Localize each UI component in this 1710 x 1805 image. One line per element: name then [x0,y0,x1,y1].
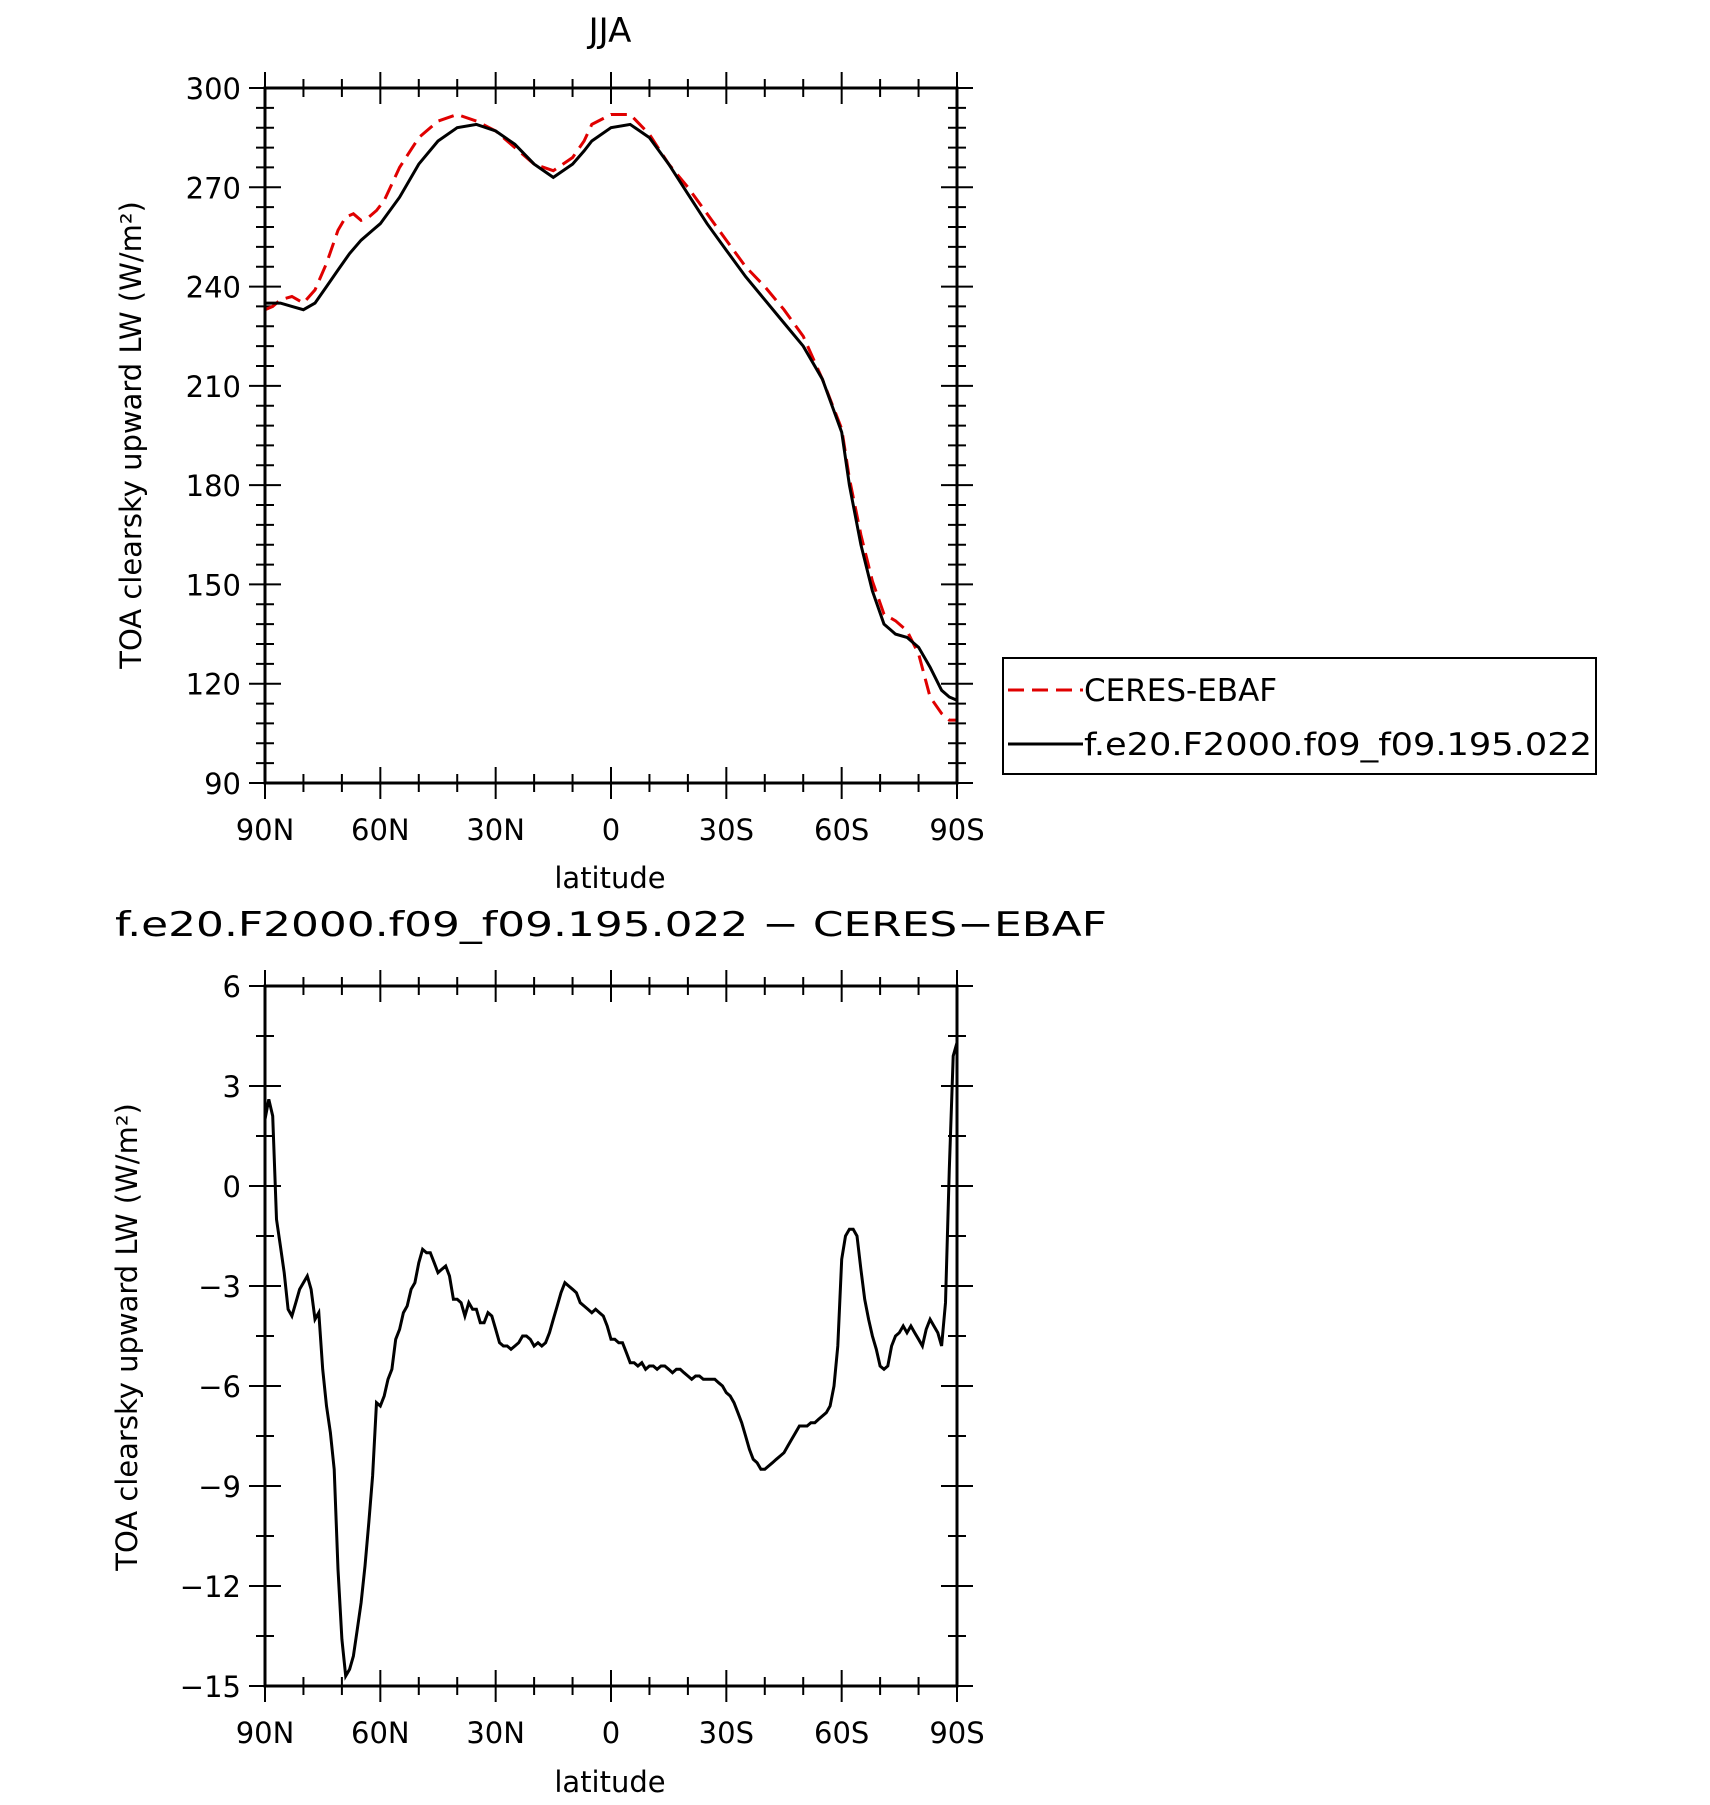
legend-box [1002,657,1597,775]
x-tick-label: 60N [351,1716,410,1750]
legend: CERES-EBAF f.e20.F2000.f09_f09.195.022 [1002,657,1597,775]
top-axes [249,72,973,799]
bottom-x-axis-label: latitude [554,1765,665,1799]
x-tick-label: 0 [602,813,620,847]
top-plot-frame [263,86,959,785]
y-tick-label: 3 [223,1070,241,1104]
bottom-tick-labels: 90N 60N 30N 0 30S 60S 90S −15 −12 −9 −6 −3 0 3 6 [180,970,985,1750]
top-x-axis-label: latitude [554,861,665,895]
x-tick-label: 90S [929,813,984,847]
y-tick-label: 90 [204,767,241,801]
top-series-group [264,112,958,722]
legend-label-model: f.e20.F2000.f09_f09.195.022 [1084,727,1592,763]
top-tick-labels: 90N 60N 30N 0 30S 60S 90S 90 120 150 180 210 240 270 3… [186,72,985,847]
x-tick-label: 90S [929,1716,984,1750]
series-line-ceres-ebaf [264,112,957,722]
bottom-plot-frame [263,984,959,1688]
y-tick-label: 150 [186,568,241,602]
y-tick-label: 120 [186,668,241,702]
x-tick-label: 30N [466,813,525,847]
y-tick-label: −6 [198,1370,241,1404]
x-tick-label: 30S [699,1716,754,1750]
y-tick-label: 300 [186,72,241,106]
bottom-series-group [263,1042,959,1681]
x-tick-label: 30N [466,1716,525,1750]
top-y-axis-label: TOA clearsky upward LW (W/m²) [114,201,148,670]
y-tick-label: 210 [186,370,241,404]
y-tick-label: −15 [180,1670,241,1704]
top-panel: JJA 90N 60N 30N 0 30S 60S 90S 90 120 150 180 210 240… [114,11,985,895]
y-tick-label: −12 [180,1570,241,1604]
legend-label-ceres-ebaf: CERES-EBAF [1084,673,1277,709]
series-line-difference [263,1042,959,1681]
y-tick-label: −9 [198,1470,241,1504]
bottom-chart-title: f.e20.F2000.f09_f09.195.022 − CERES−EBAF [115,905,1107,945]
top-chart-title: JJA [587,11,632,51]
y-tick-label: 240 [186,271,241,305]
y-tick-label: 0 [223,1170,241,1204]
x-tick-label: 90N [236,813,295,847]
bottom-panel: f.e20.F2000.f09_f09.195.022 − CERES−EBAF… [110,905,1107,1799]
x-tick-label: 60N [351,813,410,847]
y-tick-label: 270 [186,171,241,205]
x-tick-label: 60S [814,813,869,847]
x-tick-label: 0 [602,1716,620,1750]
x-tick-label: 90N [236,1716,295,1750]
y-tick-label: 180 [186,469,241,503]
y-tick-label: 6 [223,970,241,1004]
series-line-model [265,122,958,702]
x-tick-label: 60S [814,1716,869,1750]
x-tick-label: 30S [699,813,754,847]
bottom-y-axis-label: TOA clearsky upward LW (W/m²) [110,1103,144,1572]
y-tick-label: −3 [198,1270,241,1304]
